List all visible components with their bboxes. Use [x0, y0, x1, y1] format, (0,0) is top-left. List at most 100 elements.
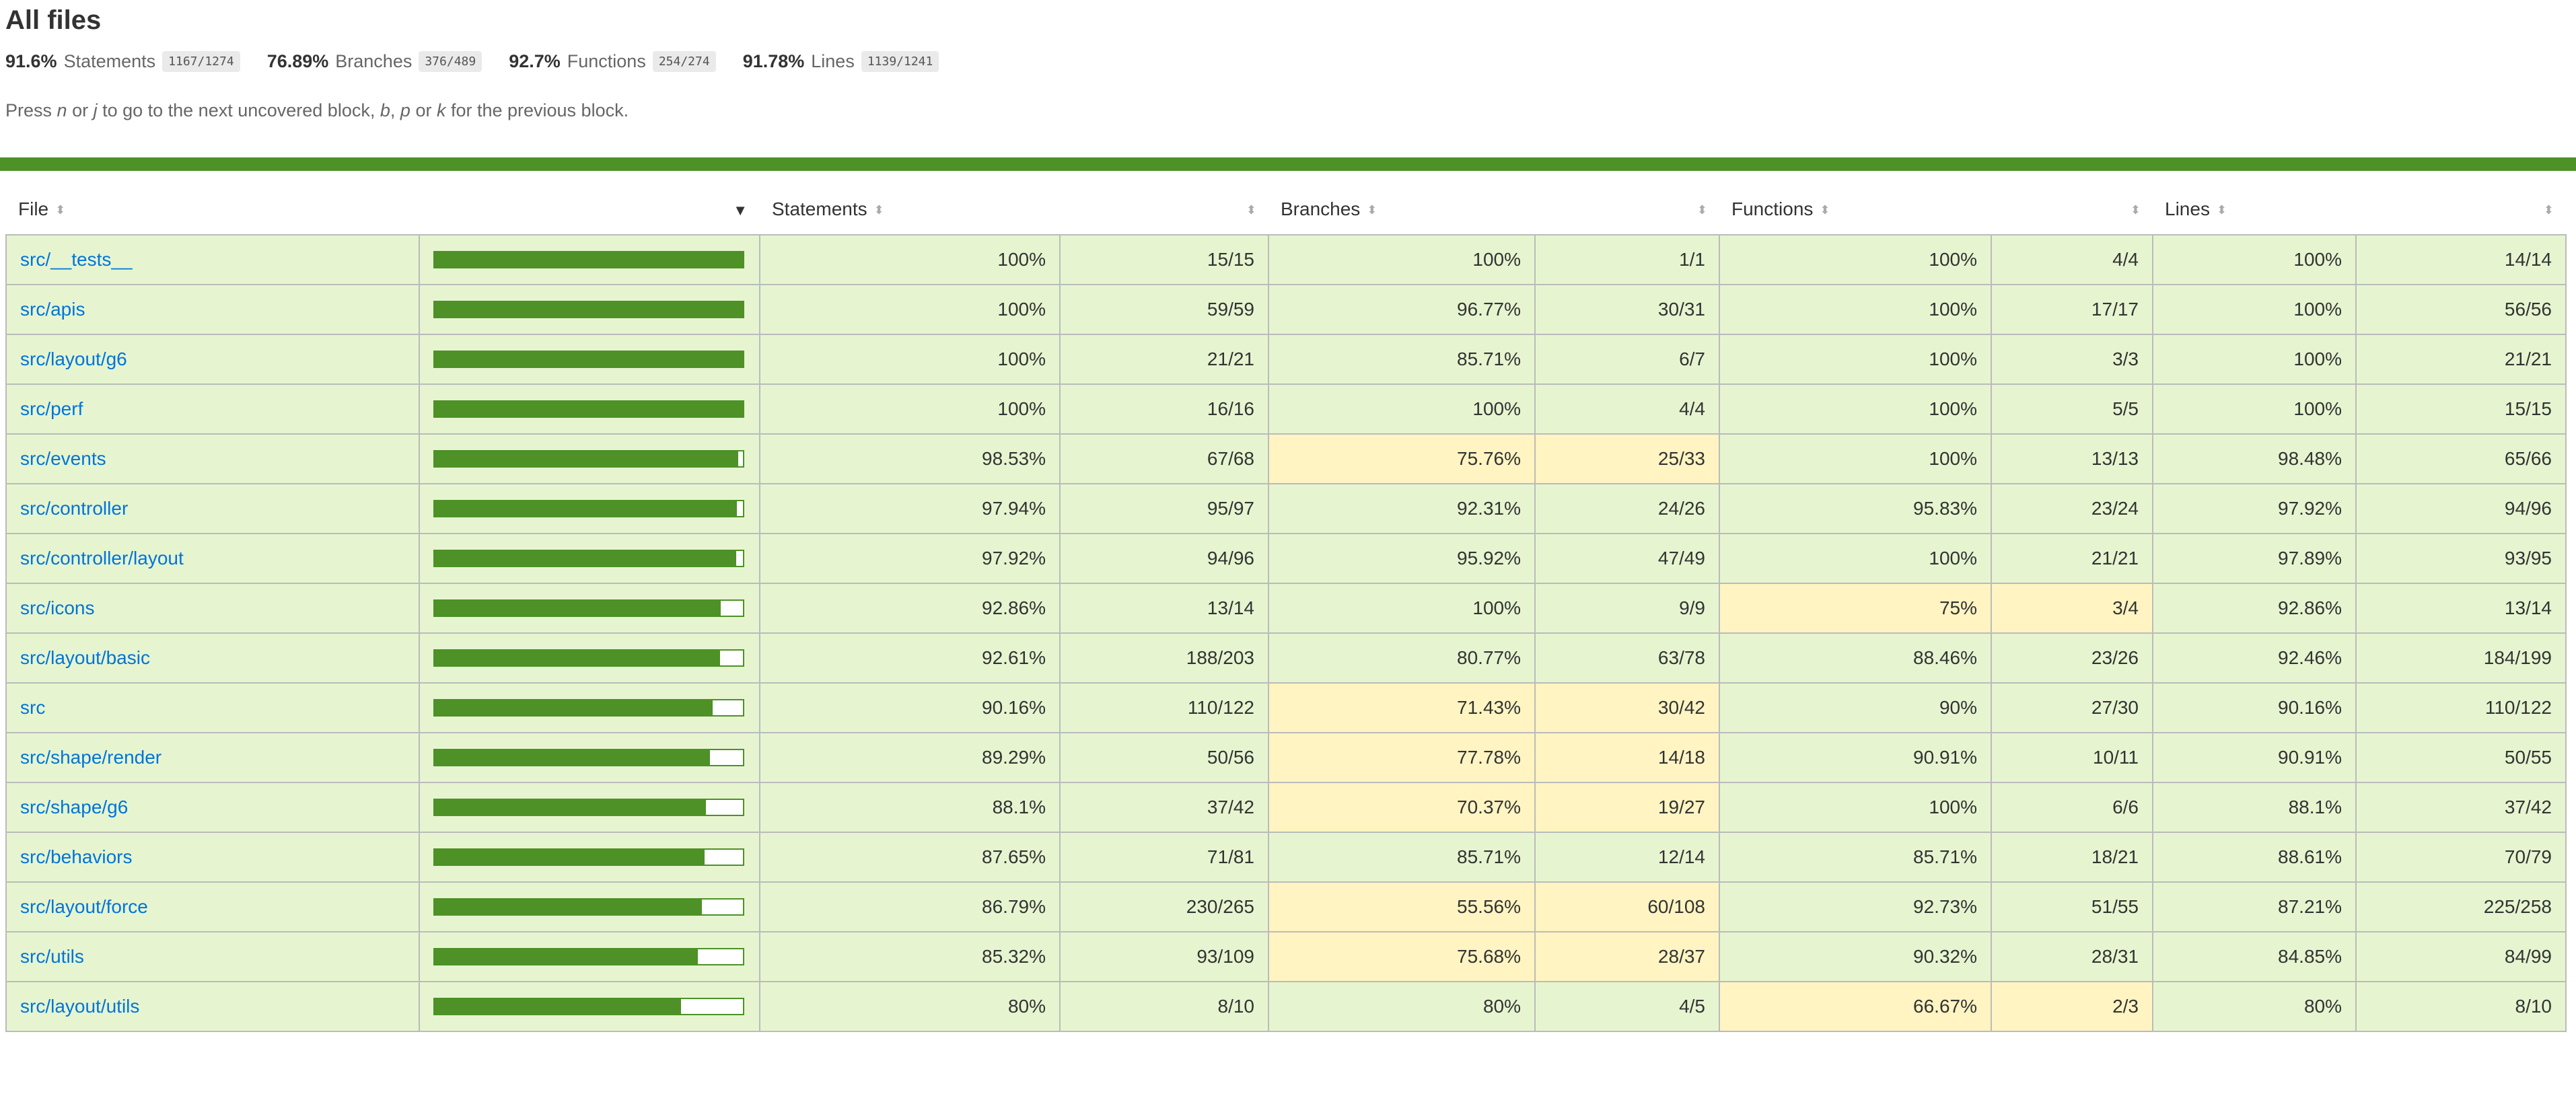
- hint-text: ,: [390, 100, 400, 120]
- file-link[interactable]: src/layout/g6: [20, 349, 127, 369]
- lines-fraction: 56/56: [2355, 284, 2567, 335]
- file-link[interactable]: src/__tests__: [20, 249, 133, 270]
- header-file-bar-sort[interactable]: ▼: [419, 184, 760, 235]
- lines-pct: 90.16%: [2152, 682, 2357, 733]
- table-row: src/__tests__ 100% 15/15 100% 1/1 100% 4/4 100%…: [5, 234, 2567, 285]
- file-link[interactable]: src/controller: [20, 498, 129, 519]
- hint-key: p: [400, 100, 410, 120]
- coverage-bar: [433, 450, 744, 468]
- coverage-bar-fill: [435, 402, 743, 416]
- sort-icon: ⬍: [55, 203, 66, 217]
- hint-text: to go to the next uncovered block,: [97, 100, 380, 120]
- functions-pct: 66.67%: [1719, 981, 1992, 1032]
- coverage-bar-cell: [419, 632, 760, 684]
- file-cell: src/perf: [5, 383, 420, 435]
- branches-fraction: 4/5: [1534, 981, 1720, 1032]
- file-cell: src/layout/g6: [5, 334, 420, 385]
- branches-fraction: 19/27: [1534, 782, 1720, 833]
- lines-fraction: 21/21: [2355, 334, 2567, 385]
- header-statements[interactable]: Statements ⬍: [760, 184, 1060, 235]
- summary-label: Functions: [567, 51, 646, 71]
- statements-pct: 86.79%: [759, 881, 1061, 932]
- file-link[interactable]: src/shape/g6: [20, 797, 129, 817]
- functions-fraction: 2/3: [1991, 981, 2153, 1032]
- header-functions[interactable]: Functions ⬍: [1719, 184, 1991, 235]
- coverage-bar: [433, 749, 744, 766]
- lines-pct: 100%: [2152, 284, 2357, 335]
- hint-key: b: [380, 100, 390, 120]
- functions-pct: 95.83%: [1719, 483, 1992, 534]
- coverage-bar-cell: [419, 931, 760, 982]
- statements-pct: 85.32%: [759, 931, 1061, 982]
- header-functions-fraction-sort[interactable]: ⬍: [1991, 184, 2153, 235]
- functions-pct: 100%: [1719, 383, 1992, 435]
- statements-fraction: 93/109: [1059, 931, 1269, 982]
- coverage-bar-fill: [435, 252, 743, 267]
- lines-pct: 100%: [2152, 234, 2357, 285]
- statements-fraction: 13/14: [1059, 583, 1269, 634]
- coverage-bar: [433, 550, 744, 567]
- table-row: src/controller/layout 97.92% 94/96 95.92% 47…: [5, 533, 2567, 584]
- coverage-bar-cell: [419, 284, 760, 335]
- coverage-bar-cell: [419, 334, 760, 385]
- keyboard-hint: Press n or j to go to the next uncovered…: [5, 100, 2571, 121]
- coverage-bar-cell: [419, 981, 760, 1032]
- statements-pct: 100%: [759, 383, 1061, 435]
- coverage-bar-fill: [435, 501, 737, 516]
- functions-fraction: 3/4: [1991, 583, 2153, 634]
- file-link[interactable]: src/behaviors: [20, 846, 133, 867]
- header-label: Functions: [1731, 198, 1814, 219]
- header-branches[interactable]: Branches ⬍: [1268, 184, 1535, 235]
- statements-pct: 90.16%: [759, 682, 1061, 733]
- file-link[interactable]: src/layout/force: [20, 896, 148, 917]
- branches-fraction: 25/33: [1534, 433, 1720, 484]
- functions-pct: 100%: [1719, 284, 1992, 335]
- file-link[interactable]: src/layout/basic: [20, 647, 150, 668]
- summary-lines: 91.78% Lines 1139/1241: [743, 51, 939, 72]
- lines-fraction: 184/199: [2355, 632, 2567, 684]
- file-link[interactable]: src/shape/render: [20, 747, 162, 768]
- functions-fraction: 18/21: [1991, 832, 2153, 883]
- header-branches-fraction-sort[interactable]: ⬍: [1535, 184, 1719, 235]
- file-cell: src/utils: [5, 931, 420, 982]
- coverage-bar-fill: [435, 949, 698, 964]
- lines-pct: 100%: [2152, 383, 2357, 435]
- file-link[interactable]: src: [20, 697, 46, 718]
- lines-fraction: 70/79: [2355, 832, 2567, 883]
- file-link[interactable]: src/icons: [20, 597, 95, 618]
- branches-pct: 100%: [1268, 583, 1536, 634]
- lines-fraction: 8/10: [2355, 981, 2567, 1032]
- functions-pct: 100%: [1719, 533, 1992, 584]
- header-file[interactable]: File ⬍: [6, 184, 419, 235]
- summary-pct: 91.78%: [742, 51, 805, 71]
- file-link[interactable]: src/utils: [20, 946, 84, 967]
- file-cell: src/__tests__: [5, 234, 420, 285]
- coverage-bar-fill: [435, 302, 743, 317]
- file-link[interactable]: src/layout/utils: [20, 996, 140, 1017]
- header-statements-fraction-sort[interactable]: ⬍: [1060, 184, 1268, 235]
- sort-icon: ⬍: [873, 203, 884, 217]
- file-cell: src/behaviors: [5, 832, 420, 883]
- statements-pct: 97.92%: [759, 533, 1061, 584]
- summary-pct: 92.7%: [509, 51, 561, 71]
- branches-pct: 85.71%: [1268, 832, 1536, 883]
- file-link[interactable]: src/events: [20, 448, 106, 469]
- coverage-bar-fill: [435, 651, 721, 665]
- coverage-bar-fill: [435, 750, 710, 765]
- header-lines[interactable]: Lines ⬍: [2153, 184, 2356, 235]
- statements-fraction: 50/56: [1059, 732, 1269, 783]
- coverage-bar-fill: [435, 451, 739, 466]
- statements-fraction: 15/15: [1059, 234, 1269, 285]
- header-lines-fraction-sort[interactable]: ⬍: [2356, 184, 2566, 235]
- lines-pct: 92.46%: [2152, 632, 2357, 684]
- header-label: File: [18, 198, 49, 219]
- branches-fraction: 47/49: [1534, 533, 1720, 584]
- file-link[interactable]: src/perf: [20, 398, 83, 419]
- branches-pct: 70.37%: [1268, 782, 1536, 833]
- file-link[interactable]: src/controller/layout: [20, 548, 184, 569]
- sort-icon: ⬍: [1246, 203, 1256, 217]
- functions-pct: 75%: [1719, 583, 1992, 634]
- file-link[interactable]: src/apis: [20, 299, 85, 320]
- statements-pct: 87.65%: [759, 832, 1061, 883]
- coverage-bar-fill: [435, 352, 743, 367]
